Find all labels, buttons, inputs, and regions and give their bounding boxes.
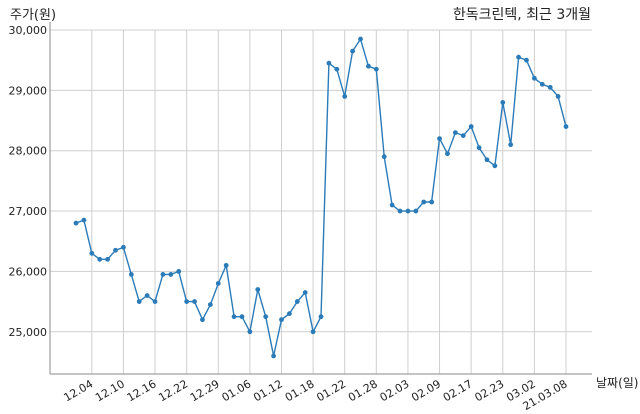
data-point	[539, 81, 545, 87]
price-series	[73, 36, 569, 359]
data-point	[508, 142, 514, 148]
y-tick-label: 27,000	[9, 205, 48, 218]
x-tick-label: 01.22	[314, 377, 348, 404]
data-point	[207, 302, 213, 307]
grid-lines	[50, 29, 592, 374]
data-point	[389, 202, 395, 208]
data-point	[263, 314, 269, 320]
x-tick-label: 02.09	[409, 377, 443, 404]
data-point	[239, 314, 245, 320]
data-point	[547, 84, 553, 90]
data-point	[326, 60, 332, 66]
data-point	[531, 75, 537, 81]
data-point	[136, 299, 142, 304]
y-axis-label: 주가(원)	[10, 8, 56, 23]
data-point	[128, 272, 134, 277]
y-tick-label: 29,000	[9, 84, 48, 97]
data-point	[310, 329, 316, 335]
data-point	[405, 208, 411, 214]
data-point	[160, 272, 166, 277]
data-point	[342, 93, 348, 99]
chart-title: 한독크린텍, 최근 3개월	[453, 7, 591, 23]
x-tick-label: 01.28	[346, 377, 380, 404]
data-point	[516, 54, 521, 60]
y-tick-label: 26,000	[9, 265, 48, 278]
data-point	[555, 93, 561, 99]
data-point	[492, 163, 498, 169]
data-point	[81, 217, 87, 223]
data-point	[524, 57, 529, 63]
data-point	[294, 299, 300, 304]
data-point	[184, 299, 190, 304]
data-point	[452, 130, 458, 135]
data-point	[152, 299, 158, 304]
y-tick-label: 30,000	[9, 24, 48, 37]
axes	[49, 22, 592, 375]
data-point	[247, 329, 253, 335]
data-point	[89, 250, 95, 256]
data-point	[460, 133, 466, 139]
data-point	[168, 272, 174, 277]
x-tick-label: 01.12	[251, 377, 285, 404]
data-point	[381, 154, 387, 160]
data-point	[318, 314, 324, 320]
data-point	[271, 353, 276, 359]
data-point	[413, 208, 419, 214]
data-point	[563, 124, 569, 129]
data-point	[200, 317, 205, 323]
series-line	[75, 37, 567, 357]
x-tick-label: 12.04	[62, 377, 96, 404]
x-tick-labels: 12.0412.1012.1612.2212.2901.0601.1201.18…	[62, 377, 570, 413]
data-point	[334, 66, 340, 72]
data-point	[255, 287, 261, 292]
data-point	[429, 199, 435, 205]
data-point	[121, 244, 126, 250]
data-point	[302, 290, 308, 295]
data-point	[113, 247, 118, 253]
data-point	[286, 311, 292, 317]
y-tick-labels: 25,000 26,000 27,000 28,000 29,000 30,000	[9, 24, 48, 339]
data-point	[373, 66, 379, 72]
data-point	[192, 299, 197, 304]
data-point	[500, 100, 506, 105]
y-tick-label: 28,000	[9, 145, 48, 158]
x-tick-label: 12.10	[93, 377, 127, 404]
x-tick-label: 01.06	[220, 377, 254, 404]
data-point	[445, 151, 450, 157]
data-point	[468, 124, 474, 129]
data-point	[358, 36, 363, 42]
data-point	[437, 136, 442, 142]
x-tick-label: 02.03	[378, 377, 412, 404]
data-point	[421, 199, 427, 205]
x-tick-label: 02.23	[472, 377, 506, 404]
x-tick-label: 12.29	[188, 377, 222, 404]
data-point	[484, 157, 490, 163]
data-point	[105, 256, 111, 262]
y-tick-label: 25,000	[9, 326, 48, 339]
data-point	[231, 314, 237, 320]
data-point	[223, 262, 229, 268]
x-tick-label: 12.22	[156, 377, 190, 404]
x-tick-label: 02.17	[441, 377, 475, 404]
data-point	[144, 293, 150, 298]
x-tick-label: 12.16	[125, 377, 159, 404]
data-point	[279, 317, 284, 323]
data-point	[397, 208, 403, 214]
data-point	[476, 145, 482, 151]
data-point	[215, 281, 221, 286]
data-point	[97, 256, 103, 262]
x-tick-label: 01.18	[283, 377, 317, 404]
x-axis-label: 날짜(일)	[596, 376, 638, 390]
data-point	[366, 63, 371, 69]
data-point	[350, 48, 356, 54]
data-point	[176, 269, 182, 274]
data-point	[73, 220, 79, 226]
